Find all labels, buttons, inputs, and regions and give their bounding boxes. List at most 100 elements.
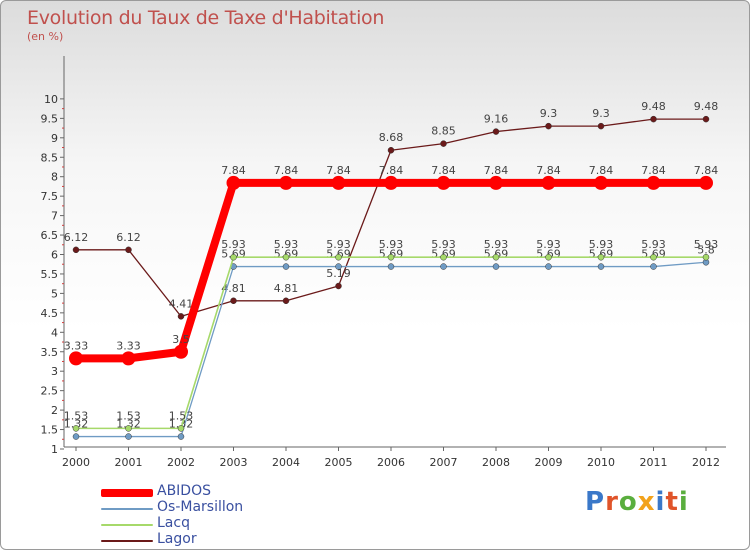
y-tick-label: 2 (51, 404, 58, 417)
data-point-lacq (492, 253, 500, 261)
x-tick-label: 2011 (640, 456, 668, 469)
x-tick-label: 2004 (272, 456, 300, 469)
data-label-lagor: 9.48 (641, 100, 666, 113)
y-tick-label: 4 (51, 326, 58, 339)
data-point-lacq (72, 425, 80, 432)
data-point-abidos (699, 175, 713, 190)
y-tick-label: 5.5 (41, 268, 59, 281)
data-point-abidos (646, 175, 661, 190)
data-point-lagor (230, 297, 237, 305)
legend-label: Lagor (157, 531, 197, 547)
logo-letter: i (655, 487, 666, 517)
data-label-lagor: 8.68 (379, 131, 404, 144)
data-label-lagor: 5.19 (326, 267, 351, 280)
x-tick-label: 2003 (220, 456, 248, 469)
data-point-lacq (387, 253, 395, 261)
data-point-lagor (545, 122, 552, 130)
data-label-os-marsillon: 1.32 (169, 418, 194, 431)
data-point-lacq (545, 253, 552, 261)
y-tick-label: 4.5 (41, 307, 59, 320)
legend-swatch (101, 524, 153, 526)
data-label-lacq: 5.93 (536, 238, 561, 251)
logo-letter: t (665, 487, 679, 517)
y-tick-label: 9 (51, 132, 58, 145)
data-point-os-marsillon (650, 263, 657, 270)
data-label-abidos: 7.84 (221, 164, 246, 177)
y-tick-label: 8 (51, 171, 58, 184)
data-point-abidos (69, 351, 83, 366)
data-point-abidos (541, 175, 556, 190)
data-point-os-marsillon (440, 263, 447, 270)
legend-item-lacq: Lacq (101, 515, 301, 533)
data-label-lagor: 4.41 (169, 297, 194, 310)
legend-item-abidos: ABIDOS (101, 483, 301, 501)
data-point-lagor (387, 146, 395, 154)
data-point-os-marsillon (545, 263, 552, 270)
data-label-abidos: 7.84 (431, 164, 456, 177)
legend-label: Os-Marsillon (157, 499, 244, 515)
data-point-lagor (440, 140, 447, 147)
data-label-abidos: 7.84 (589, 164, 614, 177)
data-point-abidos (489, 175, 503, 190)
logo-letter: i (678, 487, 689, 517)
y-tick-label: 6 (51, 249, 58, 262)
legend: ABIDOS Os-Marsillon Lacq Lagor (101, 483, 301, 549)
data-point-abidos (436, 175, 451, 190)
data-label-lacq: 1.53 (64, 409, 89, 422)
data-label-os-marsillon: 1.32 (64, 418, 89, 431)
data-label-lagor: 6.12 (64, 231, 89, 244)
data-point-abidos (121, 351, 136, 366)
data-label-abidos: 7.84 (274, 164, 299, 177)
data-label-abidos: 3.33 (116, 339, 141, 352)
series-line-abidos (76, 178, 706, 363)
data-point-abidos (174, 344, 188, 359)
proxiti-logo: Proxiti (585, 487, 689, 517)
data-point-lagor (72, 246, 80, 254)
data-label-lagor: 9.3 (540, 107, 558, 120)
data-point-lacq (440, 253, 447, 261)
data-label-lacq: 5.93 (589, 238, 614, 251)
data-point-lagor (335, 282, 342, 290)
data-label-lacq: 5.93 (431, 238, 456, 251)
x-tick-label: 2010 (587, 456, 615, 469)
data-label-lagor: 4.81 (274, 282, 299, 295)
legend-swatch (101, 540, 153, 542)
y-tick-label: 5 (51, 287, 58, 300)
series-line-lacq (76, 256, 706, 430)
data-point-lacq (282, 253, 290, 261)
data-label-lagor: 9.16 (484, 113, 509, 126)
data-point-lacq (230, 253, 237, 261)
data-label-lacq: 5.93 (379, 238, 404, 251)
y-tick-label: 3 (51, 365, 58, 378)
data-point-os-marsillon (177, 433, 185, 440)
data-label-lacq: 5.93 (326, 238, 351, 251)
y-tick-label: 6.5 (41, 229, 59, 242)
data-label-abidos: 7.84 (536, 164, 561, 177)
data-label-lacq: 1.53 (169, 409, 194, 422)
x-tick-label: 2000 (62, 456, 90, 469)
data-label-lacq: 5.93 (221, 238, 246, 251)
data-point-lagor (702, 115, 710, 123)
data-label-abidos: 7.84 (326, 164, 351, 177)
data-label-lacq: 1.53 (116, 409, 141, 422)
data-point-os-marsillon (492, 263, 500, 270)
data-label-lacq: 5.93 (274, 238, 299, 251)
legend-swatch (101, 489, 153, 497)
data-label-lacq: 5.93 (484, 238, 509, 251)
legend-label: Lacq (157, 515, 190, 531)
data-point-os-marsillon (72, 433, 80, 440)
data-label-abidos: 7.84 (379, 164, 404, 177)
x-tick-label: 2007 (430, 456, 458, 469)
data-point-os-marsillon (282, 263, 290, 270)
data-point-lagor (650, 115, 657, 123)
logo-letter: o (618, 487, 638, 517)
data-label-lagor: 6.12 (116, 231, 141, 244)
data-point-lagor (282, 297, 290, 305)
x-tick-label: 2008 (482, 456, 510, 469)
data-label-abidos: 3.33 (64, 339, 89, 352)
data-label-abidos: 7.84 (641, 164, 666, 177)
data-point-os-marsillon (125, 433, 132, 440)
y-tick-label: 7 (51, 210, 58, 223)
